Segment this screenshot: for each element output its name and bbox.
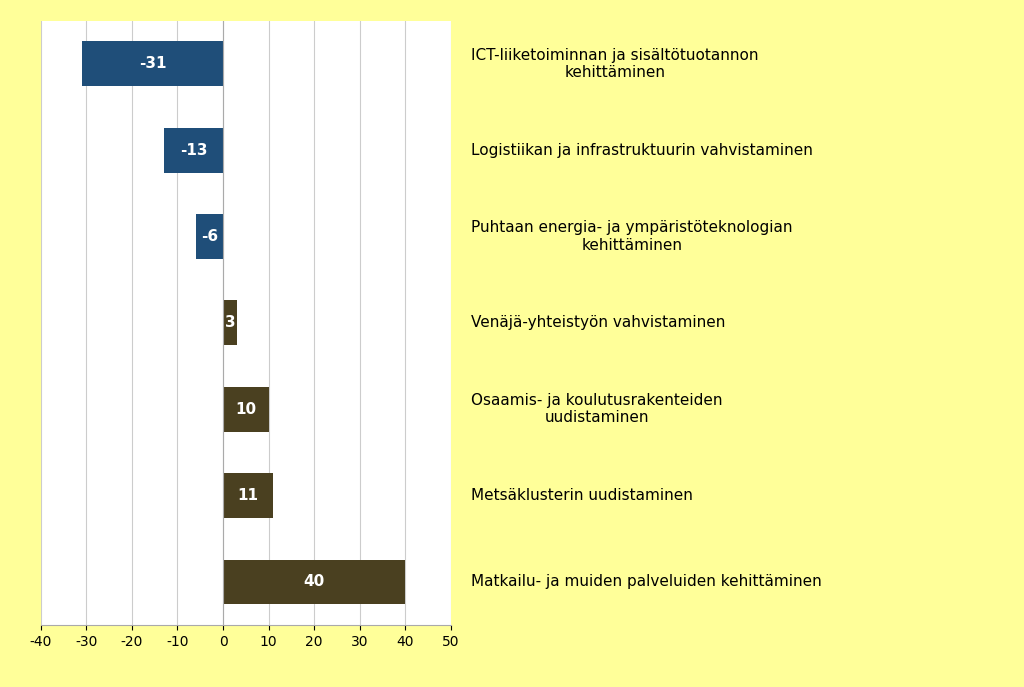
Text: 11: 11 — [238, 488, 258, 503]
Bar — [223, 387, 268, 431]
Text: Metsäklusterin uudistaminen: Metsäklusterin uudistaminen — [471, 488, 693, 503]
Text: 3: 3 — [224, 315, 236, 330]
Text: Puhtaan energia- ja ympäristöteknologian
kehittäminen: Puhtaan energia- ja ympäristöteknologian… — [471, 221, 793, 253]
Bar — [223, 300, 237, 346]
Bar — [196, 214, 223, 259]
Text: 40: 40 — [303, 574, 325, 589]
Text: -6: -6 — [201, 229, 218, 244]
Text: Matkailu- ja muiden palveluiden kehittäminen: Matkailu- ja muiden palveluiden kehittäm… — [471, 574, 822, 589]
Text: Venäjä-yhteistyön vahvistaminen: Venäjä-yhteistyön vahvistaminen — [471, 315, 725, 330]
Bar — [164, 128, 223, 172]
Text: Logistiikan ja infrastruktuurin vahvistaminen: Logistiikan ja infrastruktuurin vahvista… — [471, 143, 813, 157]
Text: 10: 10 — [236, 402, 256, 417]
Text: ICT-liiketoiminnan ja sisältötuotannon
kehittäminen: ICT-liiketoiminnan ja sisältötuotannon k… — [471, 47, 759, 80]
Text: Osaamis- ja koulutusrakenteiden
uudistaminen: Osaamis- ja koulutusrakenteiden uudistam… — [471, 393, 723, 425]
Bar — [82, 41, 223, 87]
Text: -13: -13 — [179, 143, 207, 157]
Text: -31: -31 — [138, 56, 166, 71]
Bar — [223, 473, 273, 518]
Bar — [223, 559, 406, 605]
